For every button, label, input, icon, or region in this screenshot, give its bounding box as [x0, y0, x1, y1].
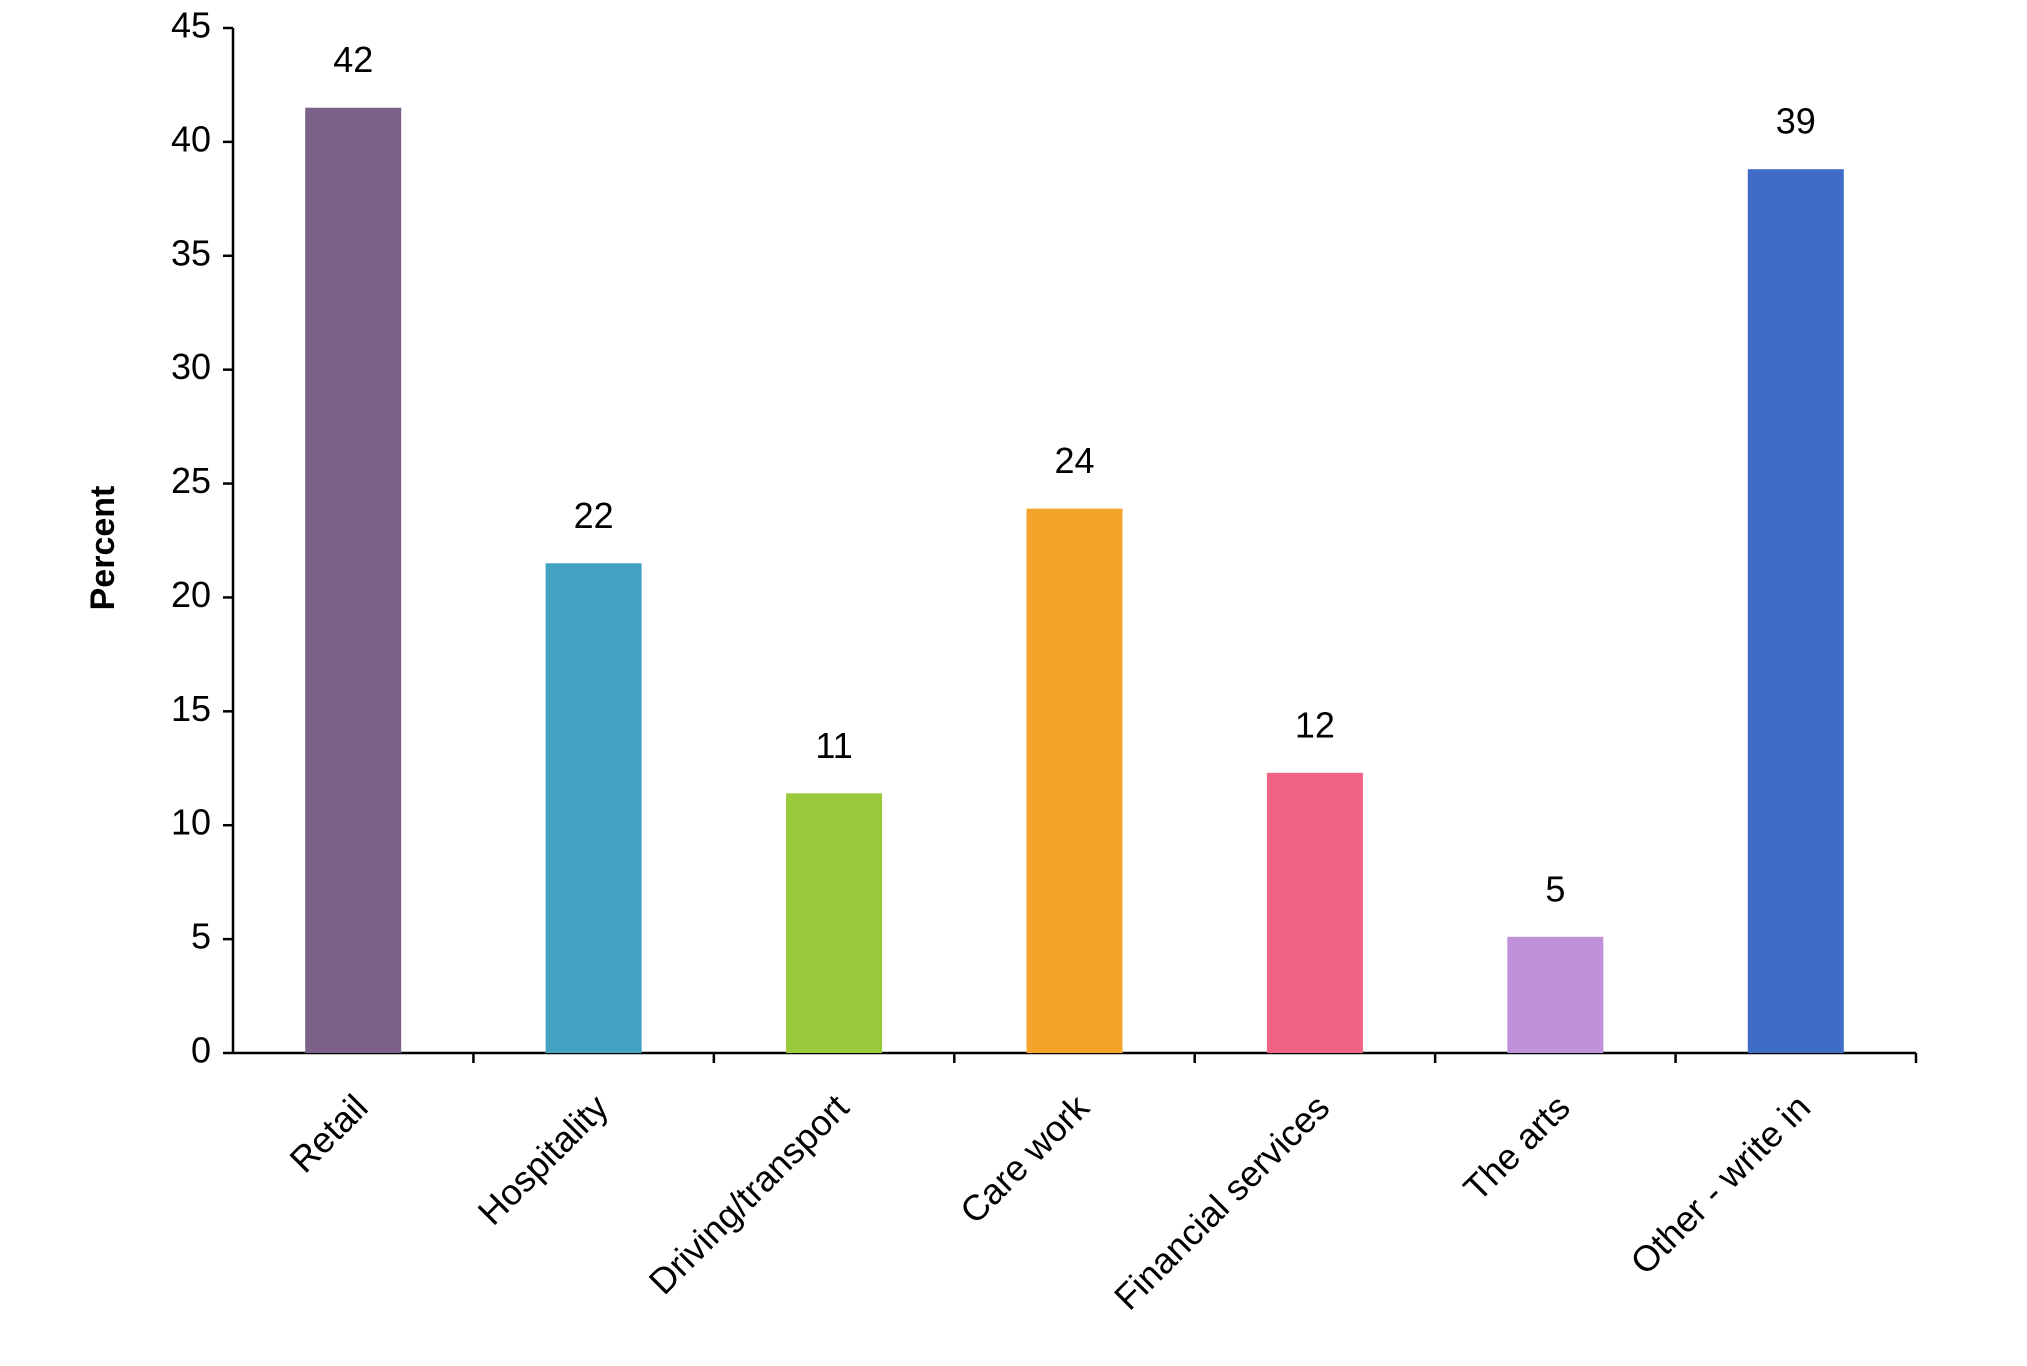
bar	[545, 563, 642, 1053]
data-label: 24	[1054, 440, 1094, 481]
x-tick-label: Other - write in	[1622, 1086, 1818, 1282]
bar	[1026, 508, 1123, 1054]
x-tick-label: Hospitality	[470, 1086, 616, 1232]
y-tick-label: 40	[171, 118, 211, 159]
y-tick-label: 25	[171, 460, 211, 501]
data-label: 39	[1776, 101, 1816, 142]
x-tick-label: Care work	[952, 1086, 1098, 1232]
data-label: 22	[574, 495, 614, 536]
data-label: 5	[1545, 868, 1565, 909]
y-tick-label: 10	[171, 802, 211, 843]
y-tick-label: 35	[171, 232, 211, 273]
data-label: 11	[815, 725, 852, 766]
x-tick-label: Retail	[282, 1086, 376, 1180]
y-tick-label: 15	[171, 688, 211, 729]
bar	[1507, 936, 1604, 1053]
bar	[786, 793, 883, 1053]
x-tick-label: The arts	[1455, 1086, 1577, 1208]
bar	[305, 107, 402, 1053]
y-tick-label: 45	[171, 5, 211, 46]
y-tick-label: 0	[191, 1030, 211, 1071]
y-axis-title: Percent	[84, 486, 122, 611]
y-tick-label: 30	[171, 346, 211, 387]
bar	[1266, 772, 1363, 1053]
y-tick-label: 5	[191, 916, 211, 957]
x-tick-label: Financial services	[1106, 1086, 1337, 1317]
data-label: 42	[333, 39, 373, 80]
y-tick-label: 20	[171, 574, 211, 615]
bar	[1747, 169, 1844, 1053]
data-label: 12	[1295, 704, 1335, 745]
x-tick-label: Driving/transport	[641, 1086, 857, 1302]
